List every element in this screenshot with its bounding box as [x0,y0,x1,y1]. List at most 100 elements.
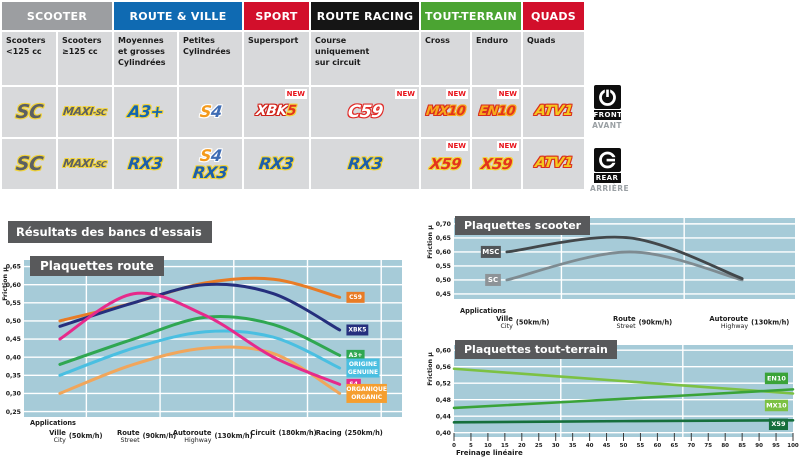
y-tick-label: 0,65 [436,235,451,242]
x-category-en: City [54,437,67,444]
y-tick-label: 0,45 [6,336,21,343]
product-comparison-table: SCOOTER ROUTE & VILLE SPORT ROUTE RACING TOU… [2,2,584,189]
legend-label: EN10 [767,374,786,382]
toutterrain-chart-svg: 0,60 0,56 0,52 0,48 0,44 0,40 Friction µ MX10 EN… [427,345,799,457]
legend-box-origine [346,358,380,378]
logo-part: MX [425,103,449,119]
logo-part: 10 [496,103,516,119]
subheader-cell: Scooters <125 cc [2,32,56,85]
x-category-en: Street [616,323,636,330]
subheader-cell: Scooters ≥125 cc [58,32,112,85]
x-category-fr: Racing [316,429,342,437]
product-cell-front: EN10 NEW [472,87,521,137]
logo-part: X59 [479,154,514,173]
y-tick-label: 0,35 [6,373,21,380]
y-tick-label: 0,40 [6,354,22,361]
logo-part: ATV1 [533,155,574,172]
series-line-en10 [452,388,795,410]
x-axis-label: Applications [30,419,76,427]
subheader-cell: Petites Cylindrées [179,32,242,85]
category-header-quads: QUADS [523,2,584,30]
legend-box-sc [485,273,501,286]
x-tick-label: 10 [484,443,492,449]
series-line-s4 [58,291,342,386]
subheader-cell: Cross [421,32,470,85]
x-category-fr: Ville [49,429,66,437]
chart-title-tout-terrain: Plaquettes tout-terrain [455,340,617,359]
category-header-scooter: SCOOTER [2,2,112,30]
logo-part: RX3 [127,154,164,174]
x-tick-label: 30 [552,443,560,449]
x-category-speed: (250km/h) [345,429,383,437]
x-category-speed: (50km/h) [516,319,550,327]
x-tick-label: 5 [469,443,473,449]
product-cell-rear: X59 NEW [421,139,470,189]
logo-part: MAXI [62,156,95,170]
product-logo-x59: X59 [479,154,514,173]
x-category-speed: (180km/h) [278,429,316,437]
logo-part: 5 [286,103,298,120]
y-tick-label: 0,48 [436,397,451,404]
chart-title-route: Plaquettes route [30,256,164,276]
x-tick-label: 95 [772,443,780,449]
y-tick-label: 0,30 [6,391,22,398]
product-logo-maxi-sc: MAXI-SC [62,156,108,170]
x-tick-label: 85 [738,443,746,449]
x-tick-label: 25 [535,443,543,449]
series-line-a3 [58,314,342,366]
product-cell-front: S4 [179,87,242,137]
new-badge: NEW [394,89,417,99]
series-line-x59 [452,418,795,424]
rear-side-block: REAR ARRIÈRE [590,148,629,193]
product-logo-s4: S4 [199,146,223,165]
product-logo-rx3: RX3 [127,154,164,174]
product-logo-sc: SC [14,152,44,175]
product-logo-a3: A3+ [127,102,165,121]
product-logo-en10: EN10 [477,103,516,119]
subheader-cell: Moyennes et grosses Cylindrées [114,32,177,85]
x-category-en: Highway [184,437,211,444]
y-tick-label: 0,44 [436,413,452,420]
y-tick-label: 0,70 [436,221,452,228]
product-cell-rear: X59 NEW [472,139,521,189]
x-tick-label: 40 [586,443,594,449]
tout-terrain-chart: 0,60 0,56 0,52 0,48 0,44 0,40 Friction µ MX10 EN… [425,336,800,459]
category-header-tout-terrain: TOUT-TERRAIN [421,2,521,30]
x-tick-label: 80 [721,443,729,449]
legend-box-organique [346,383,387,403]
y-axis-label: Friction µ [2,267,9,301]
legend-label: GENUINE [348,369,378,376]
product-logo-rx3: RX3 [258,154,295,174]
x-category-fr: Ville [496,315,513,323]
x-category-speed: (50km/h) [69,432,103,440]
legend-label: A3+ [349,352,363,359]
product-cell-rear: SC [2,139,56,189]
product-logo-rx3: RX3 [192,163,229,182]
legend-label: SC [488,276,498,284]
category-header-route-ville: ROUTE & VILLE [114,2,242,30]
y-tick-label: 0,60 [436,347,452,354]
series-line-organique [58,345,342,395]
logo-part: XBK [255,103,289,120]
x-tick-label: 100 [787,443,799,449]
product-cell-front: ATV1 [523,87,584,137]
legend-box-en10 [764,372,788,385]
product-cell-front: C59 NEW [311,87,419,137]
brake-disc-rear-icon [593,148,621,172]
x-tick-label: 55 [637,443,645,449]
logo-part: SC [14,152,44,175]
logo-part: RX3 [258,154,295,174]
legend-label: ORGANIQUE [346,386,387,393]
x-tick-label: 20 [518,443,526,449]
category-header-route-racing: ROUTE RACING [311,2,419,30]
logo-part: MAXI [62,104,95,118]
subheader-cell: Supersport [244,32,309,85]
product-logo-sc: SC [14,100,44,123]
product-cell-rear: RX3 [244,139,309,189]
legend-box-x59 [768,418,788,431]
new-badge: NEW [445,141,468,151]
logo-part: EN [477,103,499,119]
new-badge: NEW [496,141,519,151]
logo-part: SC [14,100,44,123]
